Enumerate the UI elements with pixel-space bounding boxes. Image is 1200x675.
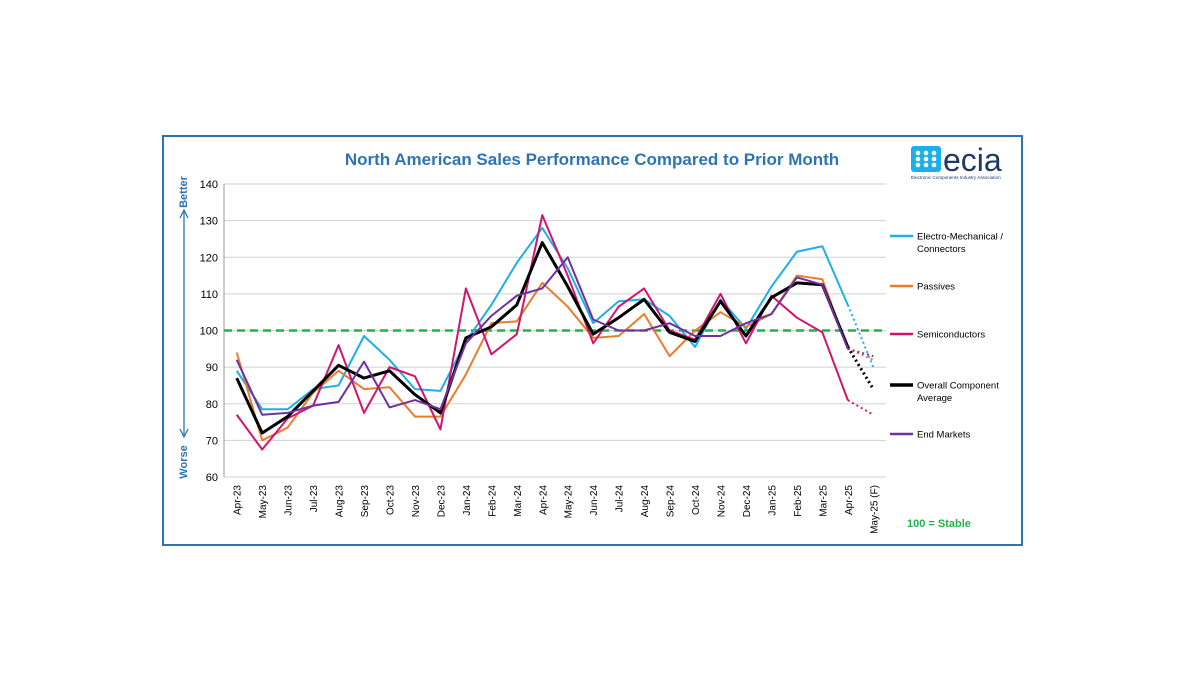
x-axis-ticks: Apr-23 May-23 Jun-23 Jul-23 Aug-23 Sep-23 Oct-… [233,485,881,534]
y-tick-label: 110 [200,289,218,301]
x-tick-label: Dec-23 [436,485,447,518]
x-tick-label: Oct-23 [386,485,397,515]
legend-label-3: Overall Component Average [917,381,999,405]
x-tick-label: Sep-23 [360,485,371,518]
x-tick-label: May-25 (F) [869,485,880,534]
series-line-4 [235,256,849,416]
legend-label-1: Passives [917,282,955,293]
series-forecast-line-2 [847,399,874,416]
x-tick-label: Jul-24 [615,485,626,513]
x-tick-label: Aug-24 [640,485,651,518]
stable-footnote: 100 = Stable [907,518,971,530]
x-tick-label: Apr-24 [538,485,549,515]
series-line-1 [235,274,849,442]
x-tick-label: Jun-23 [284,485,295,516]
better-worse-annotation: Better Worse [178,175,190,478]
series-line-3 [235,241,850,435]
y-tick-label: 60 [206,472,218,484]
x-tick-label: Mar-24 [513,485,524,517]
x-tick-label: Mar-25 [818,485,829,517]
legend: Electro-Mechanical / Connectors Passives Se… [890,232,1003,441]
legend-label-0: Electro-Mechanical / Connectors [917,232,1003,256]
x-tick-label: Oct-24 [691,485,702,515]
y-tick-label: 140 [200,179,218,191]
ecia-logo-subtext: Electronic Components Industry Associati… [911,175,1001,180]
ecia-logo-icon [911,146,941,172]
series-forecast-line-0 [846,304,875,368]
worse-label: Worse [178,445,190,478]
legend-label-2: Semiconductors [917,330,985,341]
chart-title: North American Sales Performance Compare… [345,150,839,169]
legend-label-4: End Markets [917,430,971,441]
x-tick-label: Jun-24 [589,485,600,516]
y-tick-label: 80 [206,399,218,411]
arrow-up-icon [179,208,189,219]
x-tick-label: Feb-24 [487,485,498,517]
line-chart: North American Sales Performance Compare… [178,142,1003,534]
x-tick-label: Sep-24 [666,485,677,518]
series-line-0 [235,226,849,411]
arrow-down-icon [179,428,189,439]
series-forecast-line-3 [846,346,875,390]
x-tick-label: Dec-24 [742,485,753,518]
y-tick-label: 70 [206,435,218,447]
x-tick-label: Jul-23 [309,485,320,513]
y-axis-ticks: 60 70 80 90 100 110 120 130 140 [200,179,218,484]
x-tick-label: May-23 [258,485,269,519]
x-tick-label: May-24 [564,485,575,519]
x-tick-label: Aug-23 [335,485,346,518]
y-tick-label: 90 [206,362,218,374]
ecia-logo: ecia Electronic Components Industry Asso… [911,142,1002,180]
x-tick-label: Nov-23 [411,485,422,518]
ecia-logo-text: ecia [943,142,1002,178]
y-tick-label: 130 [200,216,218,228]
x-tick-label: Jan-25 [767,485,778,516]
y-tick-label: 120 [200,252,218,264]
x-tick-label: Feb-25 [793,485,804,517]
better-label: Better [178,175,190,208]
x-tick-label: Nov-24 [717,485,728,518]
x-tick-label: Jan-24 [462,485,473,516]
chart-frame: North American Sales Performance Compare… [162,135,1023,546]
x-tick-label: Apr-23 [233,485,244,515]
x-tick-label: Apr-25 [844,485,855,515]
series-line-2 [235,214,849,451]
series-lines [235,214,875,451]
y-tick-label: 100 [200,326,218,338]
series-forecast-line-1 [847,347,874,361]
